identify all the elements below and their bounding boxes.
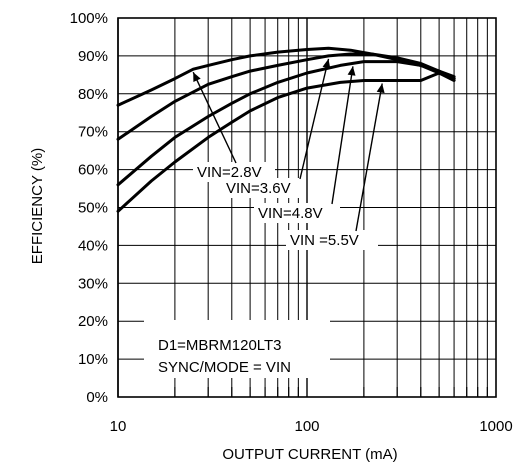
y-tick-label: 20% [78,313,108,330]
x-tick-label: 10 [110,418,127,435]
series-line-3 [116,60,456,187]
y-tick-label: 80% [78,86,108,103]
annotation-arrowhead [193,72,201,82]
annotation-label: VIN=3.6V [226,180,291,197]
x-tick-label: 1000 [479,418,512,435]
x-axis-title: OUTPUT CURRENT (mA) [222,446,397,463]
series-line-1 [116,46,456,107]
y-tick-label: 90% [78,48,108,65]
y-axis-title: EFFICIENCY (%) [29,148,46,264]
annotation-arrowhead [376,83,385,94]
y-tick-label: 10% [78,351,108,368]
y-tick-label: 30% [78,275,108,292]
y-tick-label: 0% [86,389,108,406]
y-tick-label: 70% [78,124,108,141]
chart-tick-labels: 0% 10% 20% 30% 40% 50% 60% 70% 80% 90% 100% 10 100 10… [70,10,513,435]
note-line: D1=MBRM120LT3 [158,337,282,354]
y-tick-label: 60% [78,162,108,179]
series-line-4 [116,71,456,213]
annotation-leader [355,83,383,232]
note-box [144,320,330,378]
y-tick-label: 50% [78,200,108,217]
annotation-arrowhead [347,66,356,76]
series-line-2 [116,52,456,141]
annotation-box [193,162,275,182]
annotation-label: VIN=4.8V [258,205,323,222]
annotation-arrowhead [322,58,331,69]
y-tick-label: 40% [78,237,108,254]
x-tick-label: 100 [294,418,319,435]
annotation-label: VIN=2.8V [197,164,262,181]
y-tick-label: 100% [70,10,108,27]
annotation-box [286,230,378,250]
note-line: SYNC/MODE = VIN [158,359,291,376]
annotation-label: VIN =5.5V [290,232,359,249]
annotation-box [222,178,304,198]
plot-frame [117,17,497,398]
annotation-leader [299,58,330,180]
annotation-leader [331,66,354,205]
chart-series [116,46,456,213]
annotation-leader [192,71,237,164]
annotation-box [254,203,340,223]
